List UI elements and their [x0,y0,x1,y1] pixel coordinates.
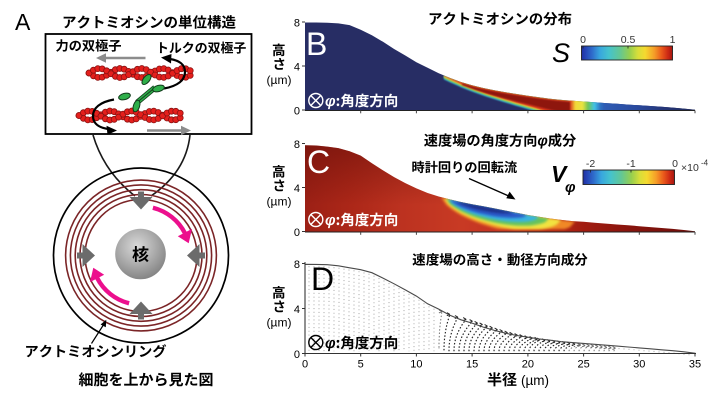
svg-text:0: 0 [672,158,678,170]
svg-text:C: C [307,144,330,180]
svg-text:5: 5 [358,359,364,371]
svg-text:V: V [551,161,568,187]
svg-text:0: 0 [294,106,300,118]
svg-text:(µm): (µm) [267,73,292,87]
svg-text:4: 4 [294,62,300,74]
svg-text:0: 0 [580,34,586,46]
svg-text:0: 0 [294,349,300,361]
svg-text:20: 20 [522,359,534,371]
svg-text:S: S [552,38,570,68]
svg-text:0: 0 [294,227,300,239]
svg-text:B: B [306,26,327,62]
svg-text:A: A [15,9,31,35]
svg-text:(µm): (µm) [267,316,292,330]
svg-text:(µm): (µm) [521,373,549,388]
svg-text:10: 10 [410,359,422,371]
svg-text:30: 30 [633,359,645,371]
svg-text:-4: -4 [701,159,709,168]
svg-text:×10: ×10 [681,162,699,174]
svg-text:8: 8 [294,18,300,30]
svg-text:-1: -1 [626,158,635,170]
svg-text:15: 15 [466,359,478,371]
svg-text:35: 35 [689,359,701,371]
svg-text:8: 8 [294,139,300,151]
svg-text:D: D [311,261,334,297]
svg-text:25: 25 [577,359,589,371]
svg-text:4: 4 [294,183,300,195]
svg-text:0: 0 [302,359,308,371]
svg-text:(µm): (µm) [267,195,292,209]
svg-text:φ: φ [565,179,576,196]
svg-text:4: 4 [294,304,300,316]
svg-text:8: 8 [294,259,300,271]
svg-text:1: 1 [670,34,676,46]
svg-text:-2: -2 [586,158,595,170]
svg-text:0.5: 0.5 [621,34,636,46]
